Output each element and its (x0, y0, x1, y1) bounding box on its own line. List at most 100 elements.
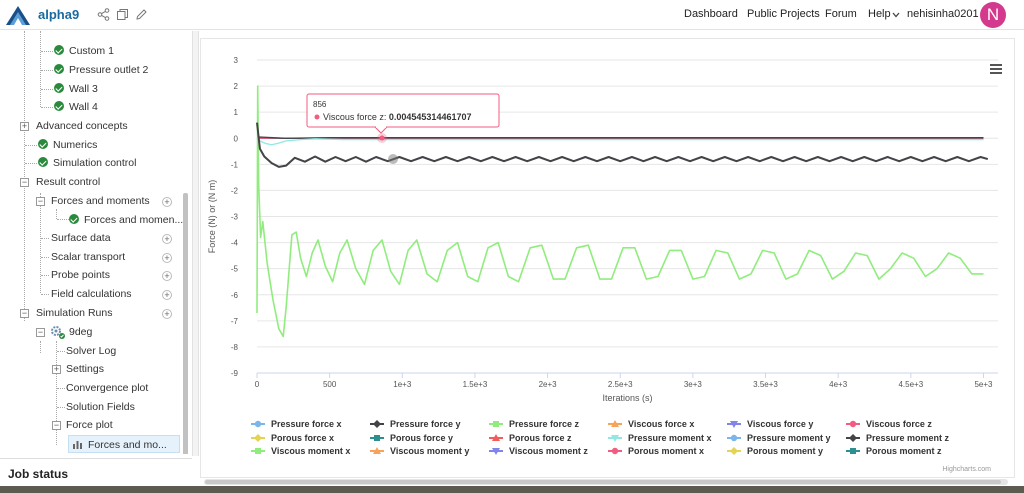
series-line-pressure-force-z[interactable] (256, 85, 984, 338)
legend-item[interactable]: Viscous moment x (251, 446, 350, 456)
edit-pencil-icon[interactable] (135, 8, 148, 21)
legend-item[interactable]: Porous force x (251, 433, 334, 443)
horizontal-scrollbar[interactable] (204, 479, 1008, 485)
tooltip-series-marker (314, 114, 320, 120)
y-tick-label: 3 (234, 56, 239, 65)
add-item-button[interactable]: + (162, 309, 172, 319)
tree-item-pressure-outlet-2[interactable]: Pressure outlet 2 (54, 61, 148, 79)
legend-marker (611, 435, 619, 442)
add-item-button[interactable]: + (162, 197, 172, 207)
add-item-button[interactable]: + (162, 290, 172, 300)
tree-item-field-calculations[interactable]: Field calculations (51, 285, 132, 303)
expand-toggle[interactable]: + (20, 121, 29, 131)
tree-item-settings[interactable]: Settings (66, 360, 104, 378)
tree-item-surface-data[interactable]: Surface data (51, 229, 111, 247)
tree-item-simulation-runs[interactable]: Simulation Runs (36, 304, 112, 322)
collapse-toggle[interactable]: − (36, 196, 45, 206)
legend-marker (493, 421, 499, 427)
tree-item-label: Settings (66, 363, 104, 375)
hamburger-menu-icon[interactable] (990, 64, 1002, 74)
y-tick-label: -6 (231, 291, 239, 300)
x-tick-label: 4e+3 (829, 380, 848, 389)
y-axis-ticks: 3 2 1 0 -1 -2 -3 -4 -5 -6 -7 -8 -9 (231, 56, 239, 378)
nav-public-projects[interactable]: Public Projects (747, 8, 820, 20)
legend-item[interactable]: Pressure force y (370, 419, 461, 429)
legend-item[interactable]: Porous moment x (608, 446, 704, 456)
tree-item-label: Force plot (66, 419, 113, 431)
tree-item-advanced-concepts[interactable]: Advanced concepts (36, 117, 128, 135)
scrollbar-thumb[interactable] (205, 480, 1001, 484)
sidebar-scrollbar[interactable] (183, 193, 188, 454)
series-line-pressure-force-y[interactable] (256, 122, 989, 168)
tree-item-label: Result control (36, 176, 101, 188)
y-tick-label: -1 (231, 160, 239, 169)
add-item-button[interactable]: + (162, 234, 172, 244)
share-icon[interactable] (97, 8, 110, 21)
x-tick-label: 500 (323, 380, 337, 389)
legend-item[interactable]: Pressure moment y (727, 433, 831, 443)
tree-item-forces-and-moments-1[interactable]: Forces and momen... (69, 211, 183, 229)
tree-item-numerics[interactable]: Numerics (38, 136, 97, 154)
chart-series-lines (256, 85, 989, 338)
copy-icon[interactable] (116, 8, 129, 21)
app-name[interactable]: alpha9 (38, 7, 80, 22)
add-item-button[interactable]: + (162, 271, 172, 281)
tree-item-9deg[interactable]: 9deg (69, 323, 92, 341)
nav-forum[interactable]: Forum (825, 8, 857, 20)
series-line-pressure-moment-x[interactable] (256, 137, 984, 146)
tree-item-forces-and-moments-plot[interactable]: Forces and mo... (68, 435, 180, 453)
collapse-toggle[interactable]: − (36, 327, 45, 337)
force-plot-chart[interactable]: 3 2 1 0 -1 -2 -3 -4 -5 -6 -7 -8 -9 0 500 1e+3 1.5e+3 2e+… (201, 39, 1014, 477)
highcharts-credit[interactable]: Highcharts.com (942, 466, 991, 473)
legend-item[interactable]: Viscous force z (846, 419, 932, 429)
check-circle-icon (54, 45, 64, 55)
tree-item-forces-and-moments[interactable]: Forces and moments (51, 192, 150, 210)
legend-item[interactable]: Viscous moment y (370, 446, 469, 456)
legend-item[interactable]: Porous moment y (727, 446, 823, 456)
legend-label: Viscous force x (628, 419, 694, 429)
tree-item-solution-fields[interactable]: Solution Fields (66, 398, 135, 416)
avatar[interactable]: N (980, 2, 1006, 28)
tree-item-scalar-transport[interactable]: Scalar transport (51, 248, 125, 266)
series-line-pressure-moment-z[interactable] (256, 136, 984, 139)
legend-item[interactable]: Pressure moment x (608, 433, 712, 443)
collapse-toggle[interactable]: − (20, 308, 29, 318)
tree-item-custom-1[interactable]: Custom 1 (54, 42, 114, 60)
check-circle-icon (38, 139, 48, 149)
collapse-toggle[interactable]: − (52, 420, 61, 430)
gears-icon (51, 326, 65, 339)
tree-item-wall-4[interactable]: Wall 4 (54, 98, 98, 116)
legend-item[interactable]: Viscous force y (727, 419, 813, 429)
panel-splitter[interactable] (192, 31, 199, 456)
legend-marker (255, 448, 261, 454)
x-tick-label: 1e+3 (393, 380, 412, 389)
tree-item-label: Advanced concepts (36, 120, 128, 132)
legend-item[interactable]: Viscous force x (608, 419, 694, 429)
tree-guide (41, 257, 49, 258)
tree-item-wall-3[interactable]: Wall 3 (54, 80, 98, 98)
legend-item[interactable]: Porous force z (489, 433, 572, 443)
nav-help[interactable]: Help (868, 8, 891, 20)
tree-item-result-control[interactable]: Result control (36, 173, 100, 191)
expand-toggle[interactable]: + (52, 364, 61, 374)
nav-dashboard[interactable]: Dashboard (684, 8, 738, 20)
legend-item[interactable]: Porous force y (370, 433, 453, 443)
tree-item-convergence-plot[interactable]: Convergence plot (66, 379, 148, 397)
legend-item[interactable]: Viscous moment z (489, 446, 588, 456)
collapse-toggle[interactable]: − (20, 177, 29, 187)
job-status-header[interactable]: Job status (0, 458, 192, 486)
legend-item[interactable]: Pressure force z (489, 419, 580, 429)
tree-item-force-plot[interactable]: Force plot (66, 416, 113, 434)
legend-item[interactable]: Pressure force x (251, 419, 342, 429)
tree-item-probe-points[interactable]: Probe points (51, 266, 110, 284)
tree-item-solver-log[interactable]: Solver Log (66, 342, 116, 360)
tree-guide (40, 341, 41, 353)
alpha9-logo[interactable] (4, 3, 32, 27)
tree-item-simulation-control[interactable]: Simulation control (38, 154, 136, 172)
legend-item[interactable]: Porous moment z (846, 446, 942, 456)
chevron-down-icon[interactable] (892, 12, 900, 18)
user-name[interactable]: nehisinha0201 (907, 8, 979, 20)
add-item-button[interactable]: + (162, 253, 172, 263)
legend-item[interactable]: Pressure moment z (846, 433, 950, 443)
tree-item-label: Wall 3 (69, 83, 98, 95)
